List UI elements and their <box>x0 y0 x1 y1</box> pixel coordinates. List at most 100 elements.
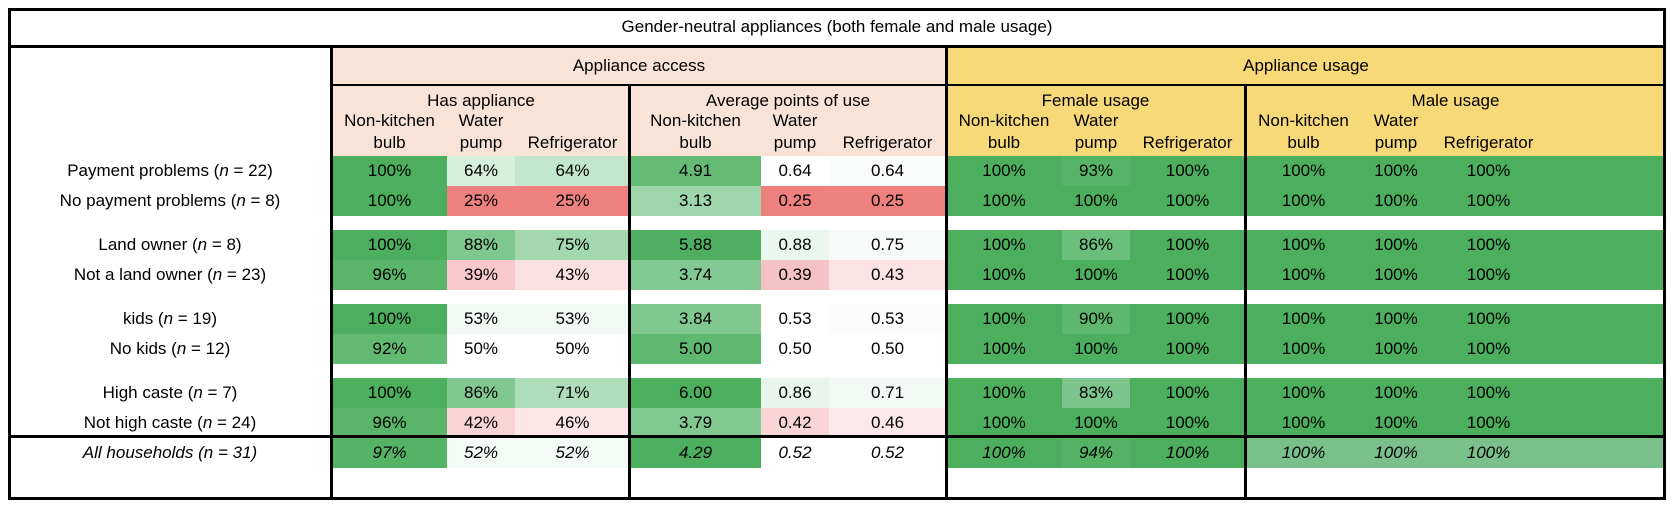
value-cell: 39% <box>447 260 515 290</box>
row-label: kids (n = 19) <box>8 304 332 334</box>
n-symbol: n <box>236 191 246 210</box>
value-cell: 100% <box>1362 156 1430 186</box>
column-header: Refrigerator <box>1430 111 1547 156</box>
value-cell: 3.84 <box>630 304 761 334</box>
value-cell: 0.50 <box>761 334 829 364</box>
value-cell: 100% <box>946 260 1062 290</box>
row-label-text: kids ( <box>122 309 164 328</box>
value-cell: 100% <box>946 378 1062 408</box>
column-header: Non-kitchen bulb <box>630 111 761 156</box>
row-edge-fill <box>1547 260 1666 290</box>
column-header-line1: Non-kitchen <box>958 111 1050 130</box>
total-rule <box>8 435 1666 438</box>
row-edge-fill <box>1547 156 1666 186</box>
value-cell: 100% <box>1430 156 1547 186</box>
column-header: Water pump <box>1362 111 1430 156</box>
border-bottom <box>8 497 1666 500</box>
row-n-value: = 31) <box>213 443 258 462</box>
subheader-male-usage: Male usage <box>1245 86 1666 156</box>
value-cell: 5.00 <box>630 334 761 364</box>
column-header: Non-kitchen bulb <box>1245 111 1362 156</box>
value-cell: 100% <box>1362 186 1430 216</box>
value-cell: 100% <box>1130 304 1245 334</box>
row-label: Land owner (n = 8) <box>8 230 332 260</box>
value-cell: 100% <box>946 438 1062 468</box>
column-header-line1 <box>570 110 575 132</box>
value-cell: 100% <box>1130 186 1245 216</box>
value-cell: 0.71 <box>829 378 946 408</box>
subheader-title: Has appliance <box>427 91 535 110</box>
value-cell: 100% <box>332 304 447 334</box>
column-header-line2: pump <box>773 133 817 152</box>
value-cell: 0.52 <box>761 438 829 468</box>
value-cell: 100% <box>1245 438 1362 468</box>
row-label-text: No kids ( <box>109 339 177 358</box>
value-cell: 100% <box>1245 304 1362 334</box>
group-header-access: Appliance access <box>332 46 946 86</box>
value-cell: 4.29 <box>630 438 761 468</box>
data-table: Gender-neutral appliances (both female a… <box>8 8 1666 500</box>
value-cell: 53% <box>447 304 515 334</box>
value-cell: 100% <box>332 230 447 260</box>
column-header-line1: Water <box>1073 111 1119 130</box>
column-header-line2: pump <box>459 133 503 152</box>
row-label-text: No payment problems ( <box>59 191 237 210</box>
value-cell: 83% <box>1062 378 1130 408</box>
value-cell: 6.00 <box>630 378 761 408</box>
border-left <box>8 8 11 500</box>
row-n-value: = 8) <box>245 191 281 210</box>
column-header-line1 <box>885 110 890 132</box>
column-header: Water pump <box>1062 111 1130 156</box>
column-header-line2: bulb <box>679 133 712 152</box>
value-cell: 100% <box>1430 438 1547 468</box>
value-cell: 100% <box>946 156 1062 186</box>
border-right <box>1663 8 1666 500</box>
value-cell: 52% <box>447 438 515 468</box>
value-cell: 0.64 <box>829 156 946 186</box>
value-cell: 90% <box>1062 304 1130 334</box>
column-header-line1: Non-kitchen <box>1258 111 1349 130</box>
value-cell: 100% <box>1362 304 1430 334</box>
value-cell: 100% <box>946 186 1062 216</box>
row-n-value: = 12) <box>186 339 231 358</box>
value-cell: 64% <box>447 156 515 186</box>
column-header-line2: bulb <box>987 133 1021 152</box>
column-header: Refrigerator <box>515 111 630 156</box>
value-cell: 100% <box>1245 156 1362 186</box>
row-label: No payment problems (n = 8) <box>8 186 332 216</box>
value-cell: 100% <box>1130 230 1245 260</box>
subheader-title: Male usage <box>1411 91 1500 110</box>
subheader-female-usage: Female usage <box>946 86 1245 156</box>
row-label-text: Payment problems ( <box>67 161 220 180</box>
value-cell: 100% <box>1245 186 1362 216</box>
divider-labels <box>330 46 333 500</box>
n-symbol: n <box>212 265 223 284</box>
row-edge-fill <box>1547 304 1666 334</box>
row-label: Not a land owner (n = 23) <box>8 260 332 290</box>
row-label-text: Not a land owner ( <box>73 265 213 284</box>
column-header-line1: Water <box>1373 111 1419 130</box>
column-header-line2: pump <box>1374 133 1418 152</box>
row-edge-fill <box>1547 334 1666 364</box>
column-header-line2: Refrigerator <box>1142 133 1233 152</box>
value-cell: 100% <box>1362 260 1430 290</box>
value-cell: 92% <box>332 334 447 364</box>
row-n-value: = 24) <box>212 413 257 432</box>
n-symbol: n <box>163 309 174 328</box>
row-label: Not high caste (n = 24) <box>8 408 332 438</box>
value-cell: 100% <box>1430 230 1547 260</box>
value-cell: 100% <box>1130 438 1245 468</box>
value-cell: 88% <box>447 230 515 260</box>
value-cell: 100% <box>1430 260 1547 290</box>
value-cell: 5.88 <box>630 230 761 260</box>
column-header-line1 <box>1486 110 1491 132</box>
table-title: Gender-neutral appliances (both female a… <box>621 17 1053 36</box>
value-cell: 100% <box>1430 378 1547 408</box>
value-cell: 50% <box>515 334 630 364</box>
value-cell: 100% <box>1062 260 1130 290</box>
value-cell: 25% <box>447 186 515 216</box>
value-cell: 100% <box>1130 408 1245 438</box>
subheader-title: Average points of use <box>705 91 871 110</box>
value-cell: 100% <box>1430 304 1547 334</box>
group-rule <box>331 84 1666 86</box>
